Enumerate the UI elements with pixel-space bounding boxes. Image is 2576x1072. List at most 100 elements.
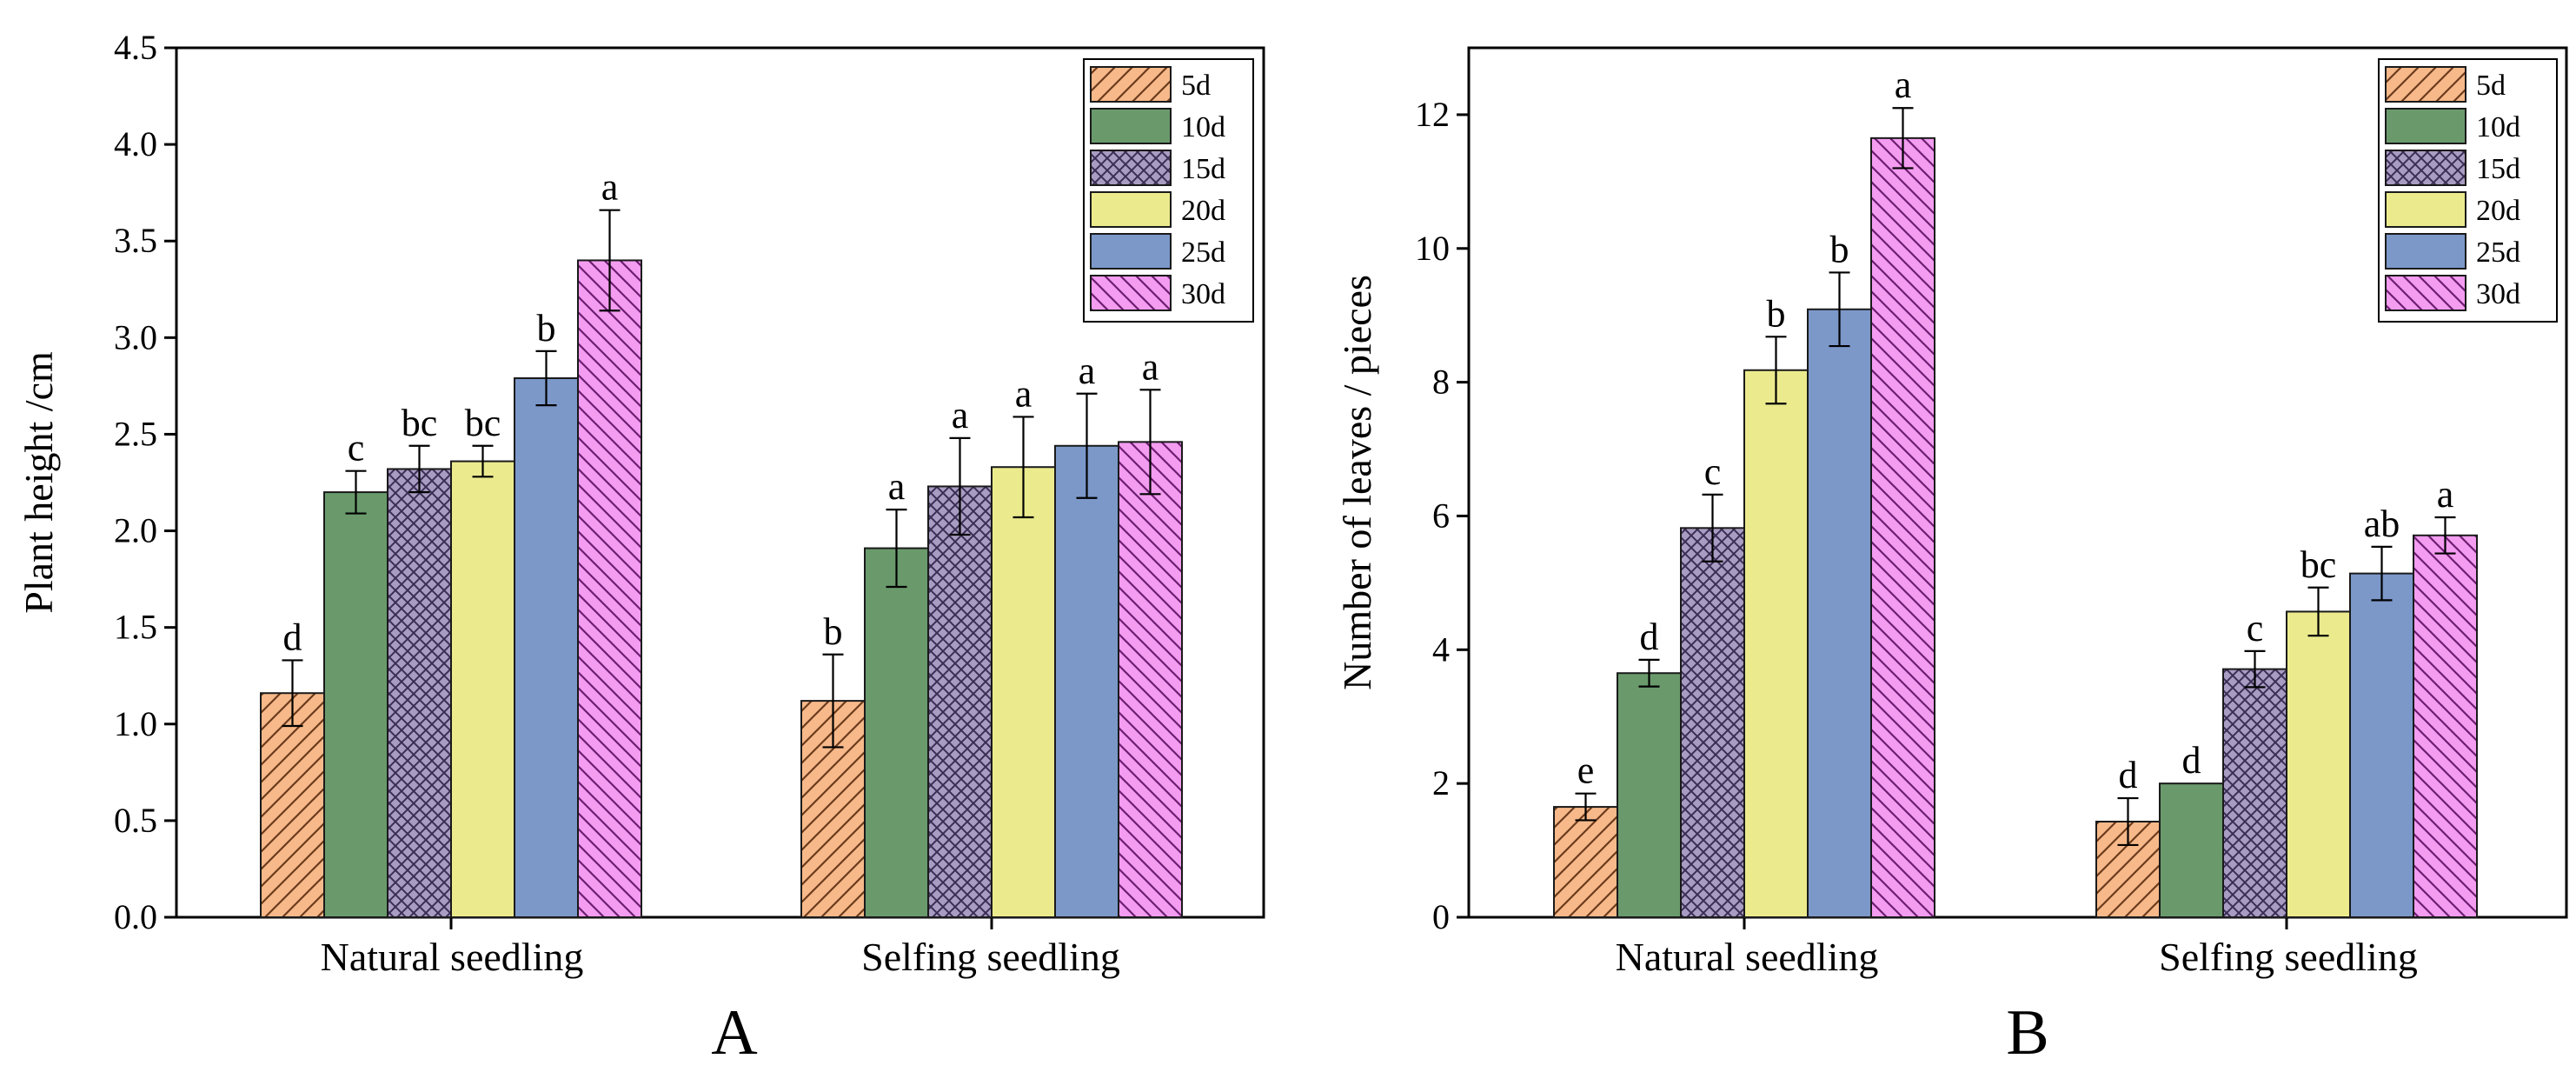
legend-swatch-a-30d (1090, 275, 1172, 311)
sig-letter-a-30d-1: a (1142, 345, 1159, 388)
y-tick-label-a-3: 1.5 (114, 608, 157, 647)
legend-swatch-a-10d (1090, 108, 1172, 144)
error-bar-a-30d-0 (599, 209, 621, 312)
legend-swatch-b-5d (2385, 66, 2466, 103)
plot-frame-b (1467, 46, 2568, 919)
bar-b-30d-0 (1870, 136, 1935, 919)
error-bar-a-10d-0 (345, 469, 367, 515)
y-tick-label-a-0: 0.0 (114, 897, 157, 936)
legend-a: 5d 10d 15d 20d 25d 30d (1083, 58, 1254, 323)
bar-b-25d-0 (1807, 308, 1872, 918)
bar-a-25d-0 (514, 377, 579, 918)
sig-letter-a-5d-1: b (824, 610, 843, 653)
y-tick-label-b-4: 8 (1432, 363, 1450, 402)
y-tick-label-b-5: 10 (1415, 229, 1450, 268)
sig-letter-a-15d-0: bc (402, 402, 438, 444)
sig-letter-b-25d-1: ab (2364, 503, 2400, 545)
bar-a-30d-1 (1118, 441, 1183, 919)
y-tick-label-b-1: 2 (1432, 763, 1450, 802)
error-bar-b-25d-0 (1829, 271, 1850, 348)
legend-label-a-5d: 5d (1181, 70, 1211, 102)
legend-swatch-a-25d (1090, 233, 1172, 270)
error-bar-a-25d-1 (1076, 392, 1098, 499)
bar-a-15d-0 (387, 468, 452, 918)
bar-a-25d-1 (1054, 444, 1119, 918)
sig-letter-b-10d-1: d (2182, 739, 2201, 782)
legend-label-a-15d: 15d (1181, 153, 1225, 185)
bar-a-10d-0 (323, 491, 388, 918)
y-tick-label-b-2: 4 (1432, 629, 1450, 669)
bar-b-10d-0 (1617, 672, 1682, 918)
sig-letter-b-20d-0: b (1767, 292, 1786, 335)
error-bar-a-15d-1 (949, 436, 971, 536)
bar-b-20d-0 (1743, 369, 1809, 918)
error-bar-b-25d-1 (2371, 545, 2393, 602)
y-ticks-b: 0 2 4 6 8 10 12 (1415, 95, 2288, 936)
category-label-b-1: Selfing seedling (2159, 935, 2418, 979)
y-tick-label-a-2: 1.0 (114, 704, 157, 743)
y-axis-title-b: Number of leaves / pieces (1335, 275, 1379, 690)
error-bar-a-20d-1 (1012, 416, 1034, 519)
legend-swatch-a-15d (1090, 150, 1172, 186)
bar-b-30d-1 (2413, 534, 2478, 918)
error-bar-b-10d-0 (1638, 658, 1660, 688)
legend-label-a-25d: 25d (1181, 236, 1225, 269)
legend-swatch-b-20d (2385, 191, 2466, 228)
bar-b-5d-0 (1553, 806, 1618, 918)
legend-label-b-30d: 30d (2476, 278, 2520, 310)
bar-b-10d-1 (2159, 782, 2224, 919)
plot-frame-a (175, 46, 1265, 919)
error-bar-b-30d-1 (2434, 516, 2456, 555)
y-ticks-a: 0.0 0.5 1.0 1.5 2.0 2.5 3.0 3.5 4.0 4.5 (114, 28, 993, 936)
legend-label-b-20d: 20d (2476, 195, 2520, 227)
bar-a-20d-0 (450, 460, 515, 918)
error-bar-a-5d-0 (282, 659, 303, 728)
error-bar-a-25d-0 (535, 350, 557, 407)
bar-b-20d-1 (2286, 610, 2351, 918)
sig-letter-b-5d-0: e (1577, 749, 1595, 792)
sig-letter-a-10d-0: c (348, 427, 365, 469)
category-label-a-0: Natural seedling (321, 935, 584, 979)
bar-b-15d-0 (1680, 527, 1745, 918)
y-tick-label-a-8: 4.0 (114, 124, 157, 163)
legend-swatch-a-20d (1090, 191, 1172, 228)
error-bar-a-30d-1 (1139, 389, 1161, 496)
category-label-b-0: Natural seedling (1616, 935, 1879, 979)
sig-letter-a-5d-0: d (283, 616, 302, 658)
y-tick-label-a-1: 0.5 (114, 801, 157, 840)
sig-letter-a-10d-1: a (888, 465, 906, 508)
panel-label-a: A (711, 997, 757, 1069)
legend-label-b-25d: 25d (2476, 236, 2520, 269)
y-tick-label-a-9: 4.5 (114, 28, 157, 67)
y-tick-label-a-5: 2.5 (114, 414, 157, 453)
sig-letter-b-15d-0: c (1704, 450, 1722, 493)
legend-label-b-15d: 15d (2476, 153, 2520, 185)
legend-b: 5d 10d 15d 20d 25d 30d (2378, 58, 2558, 323)
error-bar-b-20d-1 (2307, 586, 2329, 637)
sig-letter-b-30d-0: a (1895, 63, 1912, 106)
error-bar-a-10d-1 (886, 509, 907, 589)
legend-label-b-5d: 5d (2476, 70, 2506, 102)
error-bar-a-20d-0 (472, 444, 494, 478)
bar-a-30d-0 (577, 259, 642, 918)
legend-label-a-10d: 10d (1181, 111, 1225, 143)
sig-letter-a-15d-1: a (952, 394, 969, 436)
bar-a-20d-1 (991, 466, 1056, 918)
bar-a-15d-1 (927, 485, 993, 918)
y-tick-label-b-6: 12 (1415, 95, 1450, 134)
bar-a-10d-1 (864, 547, 929, 918)
error-bar-b-20d-0 (1765, 336, 1787, 405)
legend-label-b-10d: 10d (2476, 111, 2520, 143)
bar-b-25d-1 (2349, 572, 2414, 918)
y-tick-label-a-7: 3.5 (114, 221, 157, 260)
sig-letter-b-20d-1: bc (2300, 543, 2337, 586)
error-bar-b-30d-0 (1892, 107, 1914, 170)
sig-letter-a-20d-0: bc (465, 402, 501, 444)
panel-label-b: B (2006, 997, 2048, 1069)
legend-swatch-b-10d (2385, 108, 2466, 144)
